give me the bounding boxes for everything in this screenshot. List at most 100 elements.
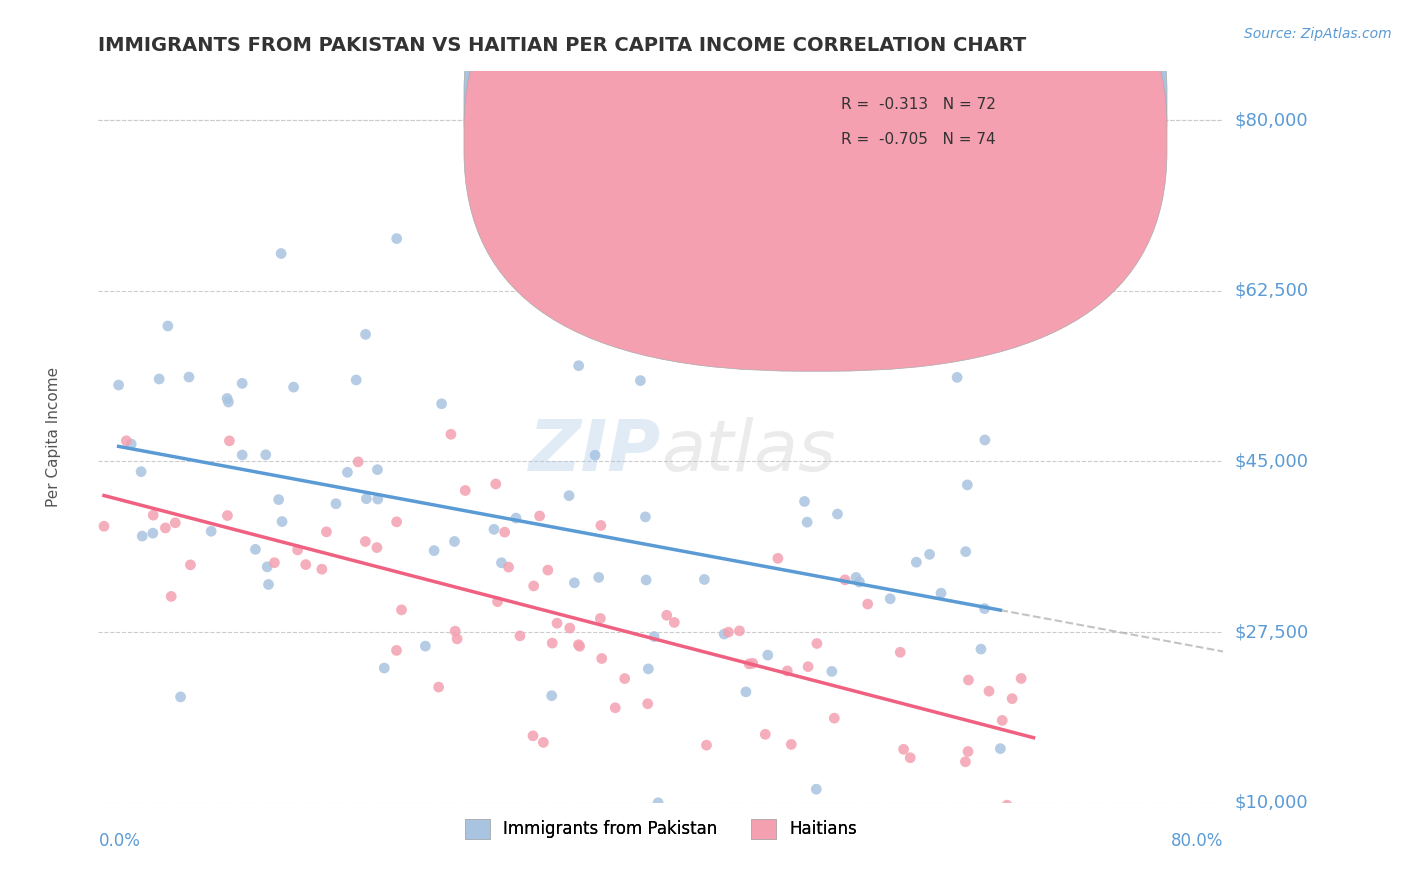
Point [254,448,277,462]
Point [955,544,977,558]
Point [655,608,678,623]
Point [129,465,152,479]
Text: R =  -0.313   N = 72: R = -0.313 N = 72 [841,96,995,112]
Text: Source: ZipAtlas.com: Source: ZipAtlas.com [1244,27,1392,41]
Point [218,434,240,448]
Point [735,685,758,699]
Point [177,370,200,384]
FancyBboxPatch shape [779,75,1161,170]
Point [806,636,828,650]
Point [957,673,980,687]
Point [591,651,613,665]
Text: R =  -0.705   N = 74: R = -0.705 N = 74 [841,132,995,147]
Point [893,742,915,756]
Point [315,524,337,539]
Point [257,577,280,591]
Legend: Immigrants from Pakistan, Haitians: Immigrants from Pakistan, Haitians [458,812,863,846]
Point [845,570,868,584]
Point [558,621,581,635]
Point [568,639,591,653]
Point [918,547,941,561]
Point [443,534,465,549]
Point [169,690,191,704]
Point [970,642,993,657]
Point [385,643,408,657]
Point [766,551,789,566]
Point [142,508,165,523]
Point [647,796,669,810]
Point [540,689,562,703]
Point [482,522,505,536]
Text: $62,500: $62,500 [1234,282,1309,300]
Point [756,648,779,662]
Point [505,511,527,525]
Point [93,519,115,533]
Point [446,632,468,646]
Point [336,465,359,479]
Point [270,246,292,260]
Point [531,735,554,749]
Point [267,492,290,507]
Point [738,657,761,671]
Point [898,750,921,764]
Point [231,448,253,462]
Point [713,627,735,641]
Point [879,591,901,606]
Point [796,515,818,529]
Point [523,579,546,593]
Point [955,755,977,769]
Point [271,515,294,529]
Point [347,455,370,469]
Point [797,659,820,673]
Point [728,624,751,638]
Point [537,563,560,577]
Point [973,601,995,615]
FancyBboxPatch shape [464,0,1167,371]
Point [1010,672,1032,686]
Point [946,370,969,384]
Point [956,478,979,492]
Point [430,397,453,411]
Point [780,738,803,752]
Point [643,630,665,644]
Point [287,542,309,557]
Point [155,521,177,535]
Point [344,373,367,387]
Point [311,562,333,576]
Point [889,645,911,659]
Point [256,559,278,574]
Point [827,507,849,521]
Point [995,798,1018,813]
Point [589,611,612,625]
Point [107,378,129,392]
Point [156,318,179,333]
Point [427,680,450,694]
Point [583,448,606,462]
Point [634,509,657,524]
Point [120,437,142,451]
Point [160,590,183,604]
Point [695,738,717,752]
Point [366,541,388,555]
Point [440,427,463,442]
Point [793,494,815,508]
Point [217,508,239,523]
Point [991,714,1014,728]
Text: $80,000: $80,000 [1234,112,1308,129]
Point [491,556,513,570]
Point [637,697,659,711]
Point [356,491,378,506]
Point [179,558,201,572]
Text: $45,000: $45,000 [1234,452,1309,470]
Point [354,327,377,342]
Point [546,616,568,631]
Point [494,525,516,540]
Point [637,662,659,676]
Point [415,639,437,653]
Point [373,661,395,675]
Point [485,477,508,491]
Point [558,489,581,503]
Point [823,711,845,725]
Point [263,556,285,570]
Point [956,744,979,758]
